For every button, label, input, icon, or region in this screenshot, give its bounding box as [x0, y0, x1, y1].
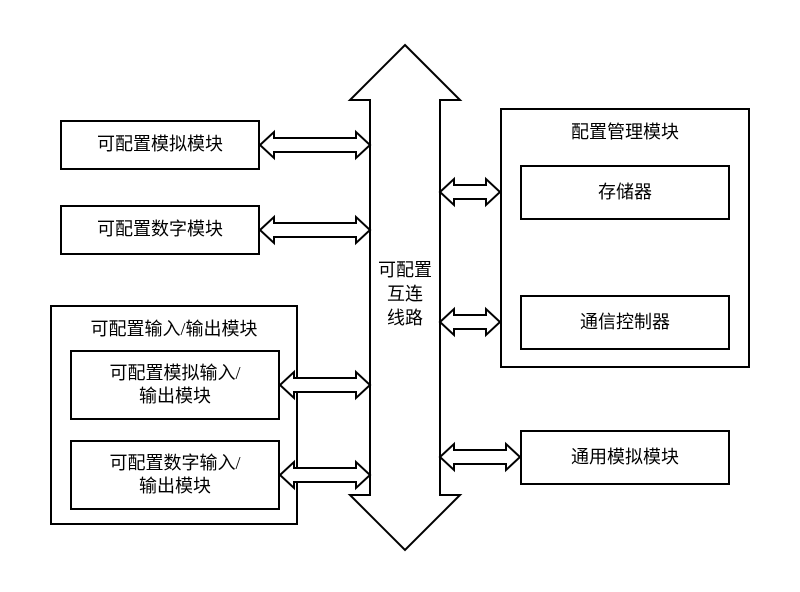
- connector-arrow-4: [440, 179, 500, 205]
- connector-arrow-5: [440, 309, 500, 335]
- io-container-title: 可配置输入/输出模块: [62, 315, 286, 341]
- central-bus-label: 可配置 互连 线路: [370, 258, 440, 331]
- memory-module: 存储器: [520, 165, 730, 220]
- configurable-analog-io-module: 可配置模拟输入/ 输出模块: [70, 350, 280, 420]
- mgmt-container-title: 配置管理模块: [512, 118, 738, 144]
- diagram-canvas: 可配置输入/输出模块 配置管理模块可配置 互连 线路 可配置模拟模块可配置数字模块可…: [0, 0, 800, 592]
- configurable-analog-module: 可配置模拟模块: [60, 120, 260, 170]
- general-analog-module: 通用模拟模块: [520, 430, 730, 485]
- connector-arrow-2: [280, 372, 370, 398]
- configurable-digital-module: 可配置数字模块: [60, 205, 260, 255]
- configurable-digital-io-module: 可配置数字输入/ 输出模块: [70, 440, 280, 510]
- connector-arrow-0: [260, 132, 370, 158]
- connector-arrow-1: [260, 217, 370, 243]
- connector-arrow-3: [280, 462, 370, 488]
- comm-controller-module: 通信控制器: [520, 295, 730, 350]
- connector-arrow-6: [440, 444, 520, 470]
